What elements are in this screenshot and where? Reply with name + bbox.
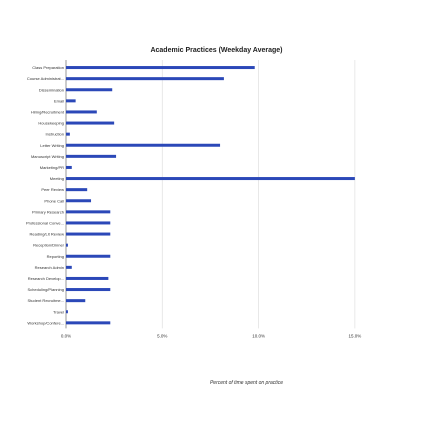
bar bbox=[66, 265, 72, 269]
bar bbox=[66, 232, 111, 236]
category-label: Student Recruitme... bbox=[28, 298, 64, 303]
x-tick-label: 5.0% bbox=[157, 333, 167, 338]
category-labels: Class Preparation Course Administrat... Di… bbox=[26, 65, 65, 325]
bar bbox=[66, 66, 255, 70]
bar bbox=[66, 165, 72, 169]
bar bbox=[66, 154, 117, 158]
bar bbox=[66, 132, 70, 136]
category-label: Research Admin bbox=[35, 265, 64, 270]
category-label: Marketing/PR bbox=[40, 165, 64, 170]
bar bbox=[66, 77, 224, 81]
x-tick-label: 15.0% bbox=[348, 333, 361, 338]
category-label: Manuscript Writing bbox=[31, 154, 64, 159]
category-label: Travel bbox=[53, 309, 64, 314]
bar bbox=[66, 299, 86, 303]
x-tick-label: 0.0% bbox=[61, 333, 71, 338]
category-label: Hiring/Recruitment bbox=[31, 109, 65, 114]
category-label: Meeting bbox=[50, 176, 64, 181]
category-label: Class Preparation bbox=[32, 65, 64, 70]
category-label: Research Develop... bbox=[28, 276, 64, 281]
category-label: Primary Research bbox=[32, 209, 64, 214]
bar bbox=[66, 88, 113, 92]
x-tick-labels: 0.0% 5.0% 10.0% 15.0% bbox=[61, 333, 361, 338]
category-label: Course Administrat... bbox=[27, 76, 64, 81]
category-label: Reception/Dinner bbox=[33, 243, 65, 248]
category-label: Dissemination bbox=[39, 87, 64, 92]
bar bbox=[66, 221, 111, 225]
bars bbox=[66, 66, 355, 325]
bar bbox=[66, 99, 76, 103]
bar bbox=[66, 177, 355, 181]
bar bbox=[66, 254, 111, 258]
category-label: Workshop/Confere... bbox=[27, 320, 64, 325]
bar bbox=[66, 121, 115, 125]
bar bbox=[66, 310, 68, 314]
bar bbox=[66, 210, 111, 214]
gridlines bbox=[65, 60, 356, 329]
category-label: Letter Writing bbox=[40, 143, 64, 148]
bar bbox=[66, 321, 111, 325]
x-axis-title: Percent of time spent on practice bbox=[209, 380, 284, 386]
category-label: Peer Review bbox=[41, 187, 64, 192]
bar bbox=[66, 288, 111, 292]
category-label: Housekeeping bbox=[38, 121, 64, 126]
category-label: Email bbox=[54, 98, 64, 103]
category-label: Scheduling/Planning bbox=[28, 287, 64, 292]
bar bbox=[66, 276, 109, 280]
bar bbox=[66, 110, 97, 114]
category-label: Professional Conve... bbox=[26, 220, 64, 225]
category-label: Reading/Lit Review bbox=[30, 232, 65, 237]
bar bbox=[66, 243, 68, 247]
x-tick-label: 10.0% bbox=[252, 333, 265, 338]
bar bbox=[66, 188, 88, 192]
category-label: Phone Call bbox=[44, 198, 64, 203]
bar bbox=[66, 199, 92, 203]
category-label: Reporting bbox=[47, 254, 64, 259]
bar bbox=[66, 143, 221, 147]
category-label: Instruction bbox=[46, 132, 64, 137]
chart-title: Academic Practices (Weekday Average) bbox=[150, 47, 283, 54]
